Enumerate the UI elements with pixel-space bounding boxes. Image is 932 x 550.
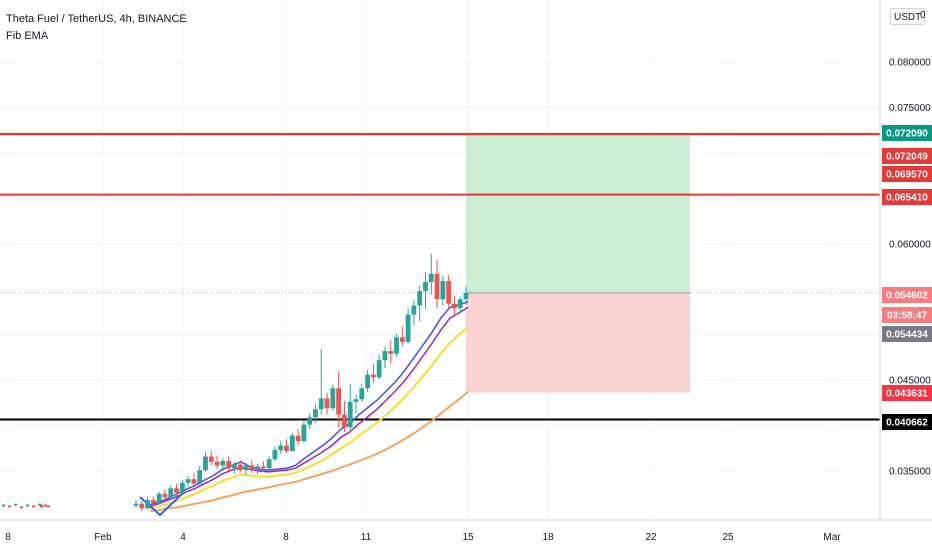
time-tick-label: 4	[180, 532, 186, 543]
candle-body	[429, 274, 434, 282]
candle-body	[197, 470, 202, 484]
candle-body	[440, 281, 445, 299]
price-tag-label: 0.054434	[886, 330, 928, 341]
candle-body	[174, 488, 179, 493]
candle-body	[411, 306, 416, 315]
price-tag-label: 0.040662	[886, 418, 928, 429]
candle-body	[313, 409, 318, 417]
candle-body	[290, 436, 295, 451]
candle-body	[400, 337, 405, 342]
candle-body	[446, 281, 451, 304]
price-tag-label: 0.072049	[886, 152, 928, 163]
price-tick-label: 0.060000	[889, 239, 931, 250]
candle-body	[145, 500, 150, 508]
candle-body	[325, 398, 330, 408]
candle-body	[464, 293, 469, 299]
candle-body	[232, 465, 237, 469]
candle-body	[191, 479, 196, 484]
candle-body	[244, 466, 249, 471]
candle-body	[330, 388, 335, 408]
candle-body	[8, 505, 11, 507]
candle-body	[278, 446, 283, 451]
price-tag-label: 0.043631	[886, 389, 928, 400]
price-tick-label: 0.080000	[889, 58, 931, 69]
candle-body	[134, 504, 139, 506]
currency-suffix: 0	[920, 10, 926, 21]
candle-body	[284, 446, 289, 451]
time-tick-label: 18	[542, 532, 554, 543]
price-tag-label: 0.069570	[886, 170, 928, 181]
candle-body	[215, 462, 220, 466]
time-tick-label: 8	[5, 532, 11, 543]
price-tag-label: 0.065410	[886, 193, 928, 204]
price-tag-label: 0.072090	[886, 129, 928, 140]
candle-body	[348, 402, 353, 427]
candle-body	[458, 299, 463, 308]
candle-body	[209, 456, 214, 461]
time-tick-label: 8	[283, 532, 289, 543]
candle-body	[186, 479, 191, 483]
candle-body	[296, 436, 301, 441]
candle-body	[423, 282, 428, 291]
candle-body	[365, 375, 370, 389]
candle-body	[301, 425, 306, 441]
candle-body	[359, 388, 364, 399]
candle-body	[180, 483, 185, 493]
time-tick-label: 15	[462, 532, 474, 543]
time-tick-label: 25	[722, 532, 734, 543]
candle-body	[377, 360, 382, 377]
candle-body	[203, 456, 208, 470]
indicator-name[interactable]: Fib EMA	[6, 28, 187, 45]
candle-body	[157, 494, 162, 503]
candle-body	[342, 415, 347, 428]
loss-zone[interactable]	[466, 293, 690, 393]
candle-body	[26, 505, 29, 507]
time-tick-label: 11	[361, 532, 372, 543]
candle-body	[44, 505, 47, 507]
chart-legend: Theta Fuel / TetherUS, 4h, BINANCE Fib E…	[6, 11, 187, 45]
candle-body	[255, 466, 260, 469]
candle-body	[267, 459, 272, 468]
candle-body	[383, 351, 388, 360]
symbol-title[interactable]: Theta Fuel / TetherUS, 4h, BINANCE	[6, 11, 187, 28]
candle-body	[307, 417, 312, 424]
candle-body	[32, 505, 35, 507]
price-tick-label: 0.075000	[889, 103, 931, 114]
price-tag-label: 03:58:47	[887, 311, 927, 322]
candle-body	[20, 506, 23, 508]
candle-body	[388, 351, 393, 354]
price-tag-label: 0.054602	[886, 291, 928, 302]
candle-body	[336, 388, 341, 414]
candle-body	[261, 466, 266, 468]
candle-body	[168, 488, 173, 497]
candle-body	[139, 504, 144, 509]
candle-body	[406, 315, 411, 342]
candle-body	[226, 461, 231, 468]
candle-body	[273, 450, 278, 459]
candle-body	[452, 304, 457, 309]
time-tick-label: Feb	[94, 532, 112, 543]
candle-body	[371, 375, 376, 378]
candle-body	[238, 465, 243, 470]
candle-body	[163, 494, 168, 498]
candle-body	[354, 399, 359, 402]
candle-body	[249, 466, 254, 470]
price-tick-label: 0.045000	[889, 376, 931, 387]
candle-body	[417, 291, 422, 306]
candle-body	[14, 504, 17, 506]
candle-body	[2, 505, 5, 507]
time-tick-label: Mar	[823, 532, 841, 543]
candle-body	[394, 337, 399, 353]
candle-body	[319, 398, 324, 409]
candle-body	[220, 461, 225, 466]
candle-body	[151, 500, 156, 503]
candle-body	[40, 505, 43, 508]
candle-body	[435, 274, 440, 299]
price-tick-label: 0.035000	[889, 467, 931, 478]
time-tick-label: 22	[645, 532, 657, 543]
candle-body	[47, 505, 50, 507]
profit-zone[interactable]	[466, 134, 690, 293]
